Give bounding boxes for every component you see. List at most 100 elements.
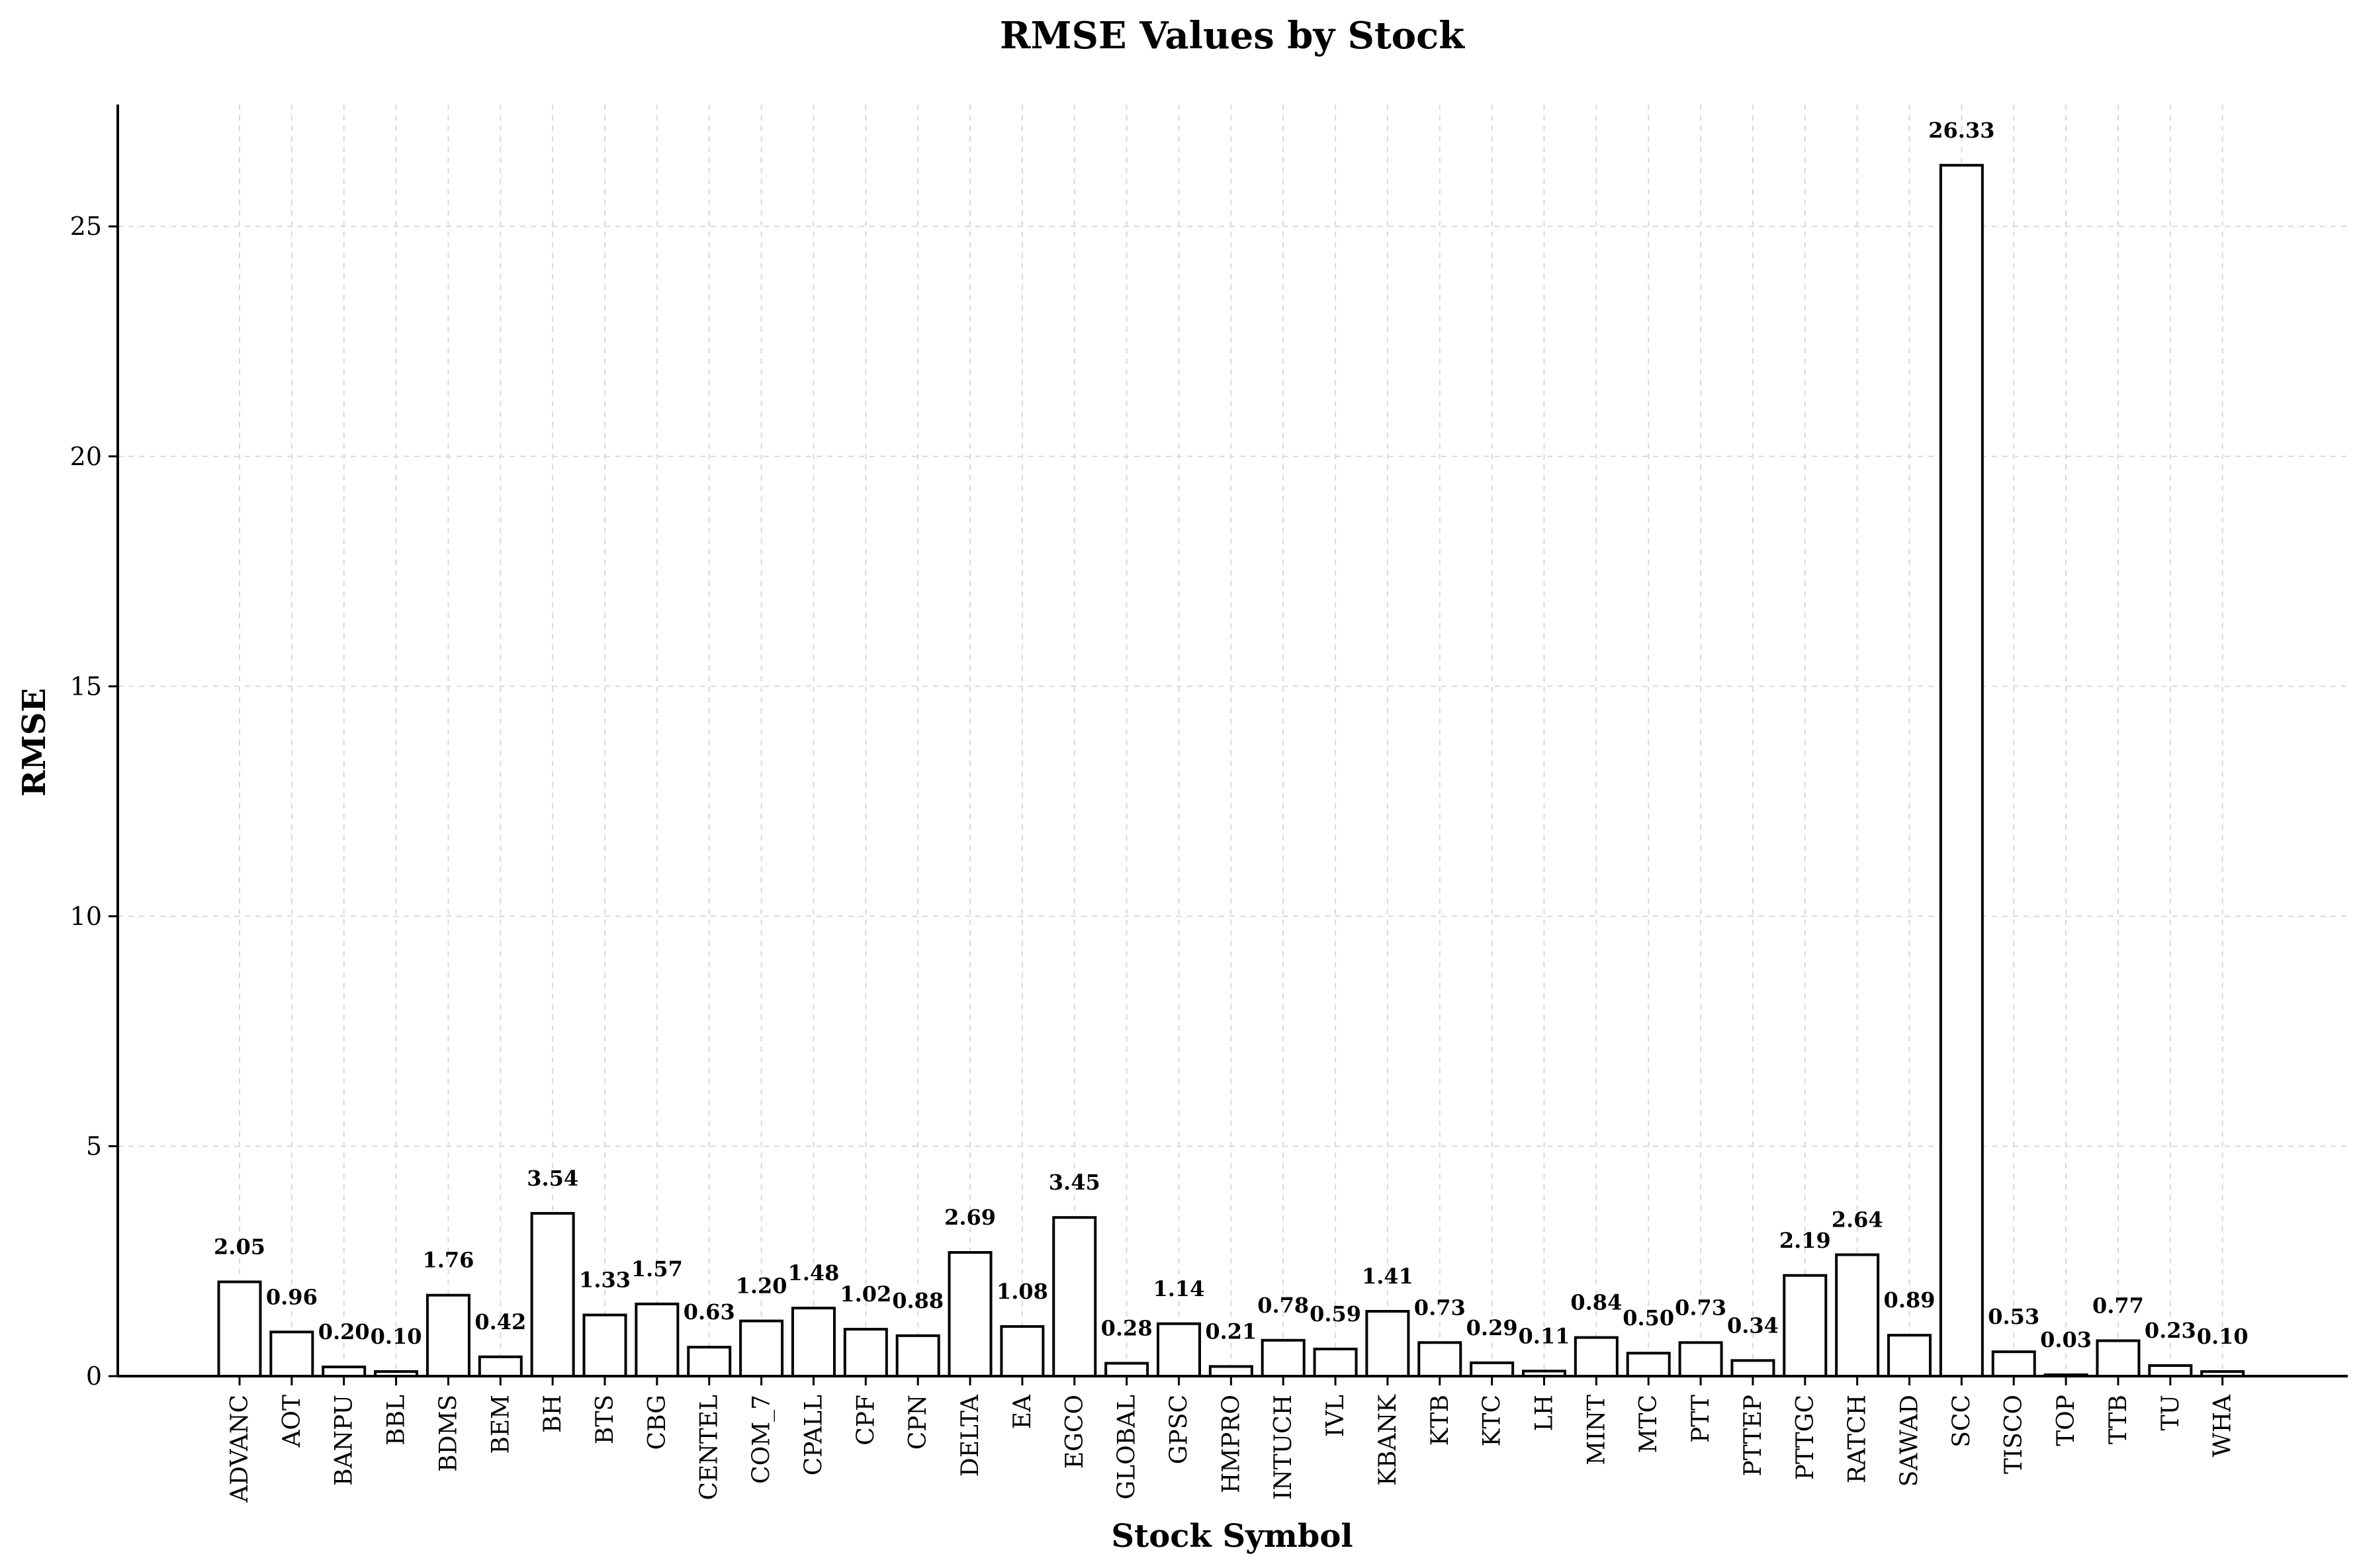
y-tick-label: 25 xyxy=(70,212,102,241)
bar-bem xyxy=(478,1355,523,1378)
x-tick-label-pttep: PTTEP xyxy=(1740,1395,1767,1476)
bar-cbg xyxy=(635,1302,680,1378)
data-label-banpu: 0.20 xyxy=(318,1319,370,1344)
bar-egco xyxy=(1052,1216,1097,1377)
data-label-cbg: 1.57 xyxy=(631,1256,683,1282)
bar-scc xyxy=(1939,163,1984,1378)
data-label-ktb: 0.73 xyxy=(1414,1295,1466,1320)
data-label-ratch: 2.64 xyxy=(1832,1207,1883,1232)
y-tick-label: 10 xyxy=(70,902,102,931)
x-tick-label-bh: BH xyxy=(539,1395,566,1433)
data-label-tisco: 0.53 xyxy=(1988,1304,2039,1329)
data-label-bbl: 0.10 xyxy=(371,1324,422,1349)
bar-ttb xyxy=(2096,1339,2141,1378)
x-tick-label-wha: WHA xyxy=(2209,1394,2237,1457)
x-tick-label-ktb: KTB xyxy=(1427,1395,1454,1446)
data-labels: 2.050.960.20 0.101.760.423.541.33 1.570.63… xyxy=(214,118,2249,1352)
x-tick-label-ktc: KTC xyxy=(1479,1395,1506,1446)
bar-bh xyxy=(530,1211,575,1377)
x-tick-label-ttb: TTB xyxy=(2105,1395,2132,1444)
x-tick-label-bdms: BDMS xyxy=(435,1395,462,1472)
x-tick-label-intuch: INTUCH xyxy=(1270,1395,1297,1500)
data-label-kbank: 1.41 xyxy=(1362,1264,1413,1289)
x-tick-label-gpsc: GPSC xyxy=(1165,1395,1192,1464)
x-tick-label-bbl: BBL xyxy=(383,1395,410,1446)
data-label-advanc: 2.05 xyxy=(214,1235,265,1260)
bar-tisco xyxy=(1991,1350,2036,1378)
x-axis-ticks: ADVANC AOT BANPU BBL BDMS BEM BH BTS CBG CENTEL CO… xyxy=(226,1376,2237,1503)
bar-cpf xyxy=(843,1328,888,1378)
y-tick-label: 5 xyxy=(86,1131,102,1160)
data-label-bh: 3.54 xyxy=(527,1166,578,1191)
bar-ea xyxy=(1000,1325,1045,1377)
data-label-pttep: 0.34 xyxy=(1727,1313,1779,1338)
x-tick-label-cpn: CPN xyxy=(905,1395,932,1450)
data-label-ttb: 0.77 xyxy=(2092,1293,2144,1318)
x-tick-label-tisco: TISCO xyxy=(2000,1395,2027,1474)
x-tick-label-com_7: COM_7 xyxy=(748,1395,776,1484)
x-tick-label-kbank: KBANK xyxy=(1374,1394,1402,1486)
bar-mtc xyxy=(1626,1352,1671,1378)
data-label-bts: 1.33 xyxy=(579,1268,631,1293)
x-tick-label-advanc: ADVANC xyxy=(226,1395,253,1503)
bar-tu xyxy=(2148,1364,2193,1377)
x-tick-label-bem: BEM xyxy=(487,1395,514,1454)
data-label-cpn: 0.88 xyxy=(892,1288,944,1313)
bar-sawad xyxy=(1887,1334,1932,1377)
x-axis-label: Stock Symbol xyxy=(1111,1518,1353,1555)
bar-ktb xyxy=(1417,1341,1462,1378)
bar-centel xyxy=(687,1346,732,1378)
data-label-mtc: 0.50 xyxy=(1623,1305,1674,1330)
y-tick-label: 15 xyxy=(70,672,102,701)
x-tick-label-mint: MINT xyxy=(1583,1395,1610,1465)
x-tick-label-delta: DELTA xyxy=(957,1394,984,1477)
data-label-ea: 1.08 xyxy=(997,1279,1048,1304)
bar-intuch xyxy=(1261,1338,1306,1378)
bar-global xyxy=(1104,1362,1149,1377)
bar-ptt xyxy=(1678,1341,1723,1378)
data-label-global: 0.28 xyxy=(1101,1316,1153,1341)
bars xyxy=(217,163,2245,1378)
bar-kbank xyxy=(1365,1309,1410,1377)
bar-aot xyxy=(269,1330,314,1377)
bar-banpu xyxy=(322,1366,367,1378)
x-tick-label-pttgc: PTTGC xyxy=(1792,1395,1819,1480)
y-tick-label: 20 xyxy=(70,442,102,471)
data-label-top: 0.03 xyxy=(2040,1327,2092,1352)
axes xyxy=(116,105,2348,1377)
data-label-wha: 0.10 xyxy=(2197,1324,2249,1349)
bar-pttep xyxy=(1730,1359,1775,1377)
x-tick-label-scc: SCC xyxy=(1948,1395,1975,1448)
data-label-egco: 3.45 xyxy=(1049,1170,1100,1195)
x-tick-label-aot: AOT xyxy=(279,1395,306,1448)
data-label-ktc: 0.29 xyxy=(1466,1315,1518,1340)
bar-bdms xyxy=(425,1293,470,1377)
data-label-hmpro: 0.21 xyxy=(1205,1319,1257,1344)
x-tick-label-egco: EGCO xyxy=(1061,1395,1089,1469)
x-tick-label-mtc: MTC xyxy=(1635,1395,1662,1453)
bar-delta xyxy=(948,1251,993,1378)
data-label-scc: 26.33 xyxy=(1928,118,1994,143)
x-tick-label-ratch: RATCH xyxy=(1844,1395,1871,1483)
data-label-cpall: 1.48 xyxy=(787,1260,839,1285)
x-tick-label-centel: CENTEL xyxy=(696,1395,723,1501)
bar-cpn xyxy=(895,1334,940,1378)
grid-lines xyxy=(118,105,2348,1376)
data-label-lh: 0.11 xyxy=(1519,1323,1570,1348)
bar-gpsc xyxy=(1156,1322,1201,1377)
x-tick-label-global: GLOBAL xyxy=(1114,1395,1141,1500)
bar-ivl xyxy=(1313,1347,1358,1377)
data-label-gpsc: 1.14 xyxy=(1153,1276,1205,1301)
bar-com_7 xyxy=(739,1319,784,1378)
x-tick-label-bts: BTS xyxy=(592,1395,619,1444)
data-label-mint: 0.84 xyxy=(1570,1290,1622,1315)
data-label-intuch: 0.78 xyxy=(1257,1293,1309,1318)
data-label-delta: 2.69 xyxy=(944,1205,996,1230)
x-tick-label-sawad: SAWAD xyxy=(1896,1395,1924,1487)
x-tick-label-lh: LH xyxy=(1531,1395,1558,1431)
data-label-cpf: 1.02 xyxy=(840,1282,891,1307)
bar-ktc xyxy=(1470,1361,1515,1377)
x-tick-label-ivl: IVL xyxy=(1322,1395,1349,1437)
bar-advanc xyxy=(217,1280,262,1377)
